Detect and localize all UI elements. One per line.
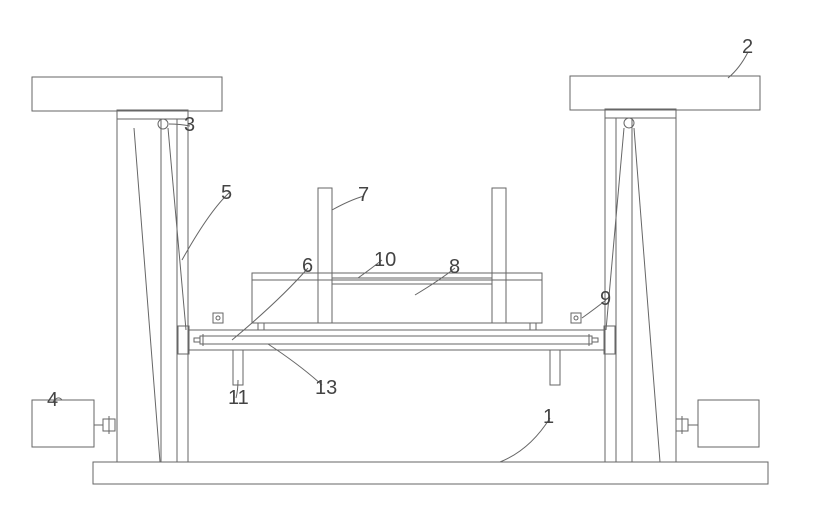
- carriage-boss-left: [178, 326, 189, 354]
- label-1: 1: [543, 406, 554, 429]
- post-right: [492, 188, 506, 323]
- label-3: 3: [184, 114, 195, 137]
- label-6: 6: [302, 255, 313, 278]
- platform-rail: [252, 273, 542, 280]
- roller-cap-left: [194, 338, 200, 342]
- label-5: 5: [221, 182, 232, 205]
- crossbar: [332, 278, 492, 284]
- hanger-left: [233, 350, 243, 385]
- carriage-bar: [189, 330, 604, 350]
- hanger-right: [550, 350, 560, 385]
- bearing: [213, 313, 223, 323]
- left-motor: [32, 400, 94, 447]
- leader-n6: [232, 268, 308, 340]
- bearing: [571, 313, 581, 323]
- label-8: 8: [449, 256, 460, 279]
- label-11: 11: [228, 387, 249, 410]
- label-7: 7: [358, 184, 369, 207]
- platform-leg-right: [530, 323, 536, 330]
- label-2: 2: [742, 36, 753, 59]
- right-motor: [698, 400, 759, 447]
- right-top-beam: [570, 76, 760, 110]
- label-13: 13: [315, 377, 337, 400]
- platform-leg-left: [258, 323, 264, 330]
- roller-cap-right: [592, 338, 598, 342]
- carriage-boss-right: [604, 326, 615, 354]
- label-10: 10: [374, 249, 396, 272]
- left-top-beam: [32, 77, 222, 111]
- post-left: [318, 188, 332, 323]
- base-plate: [93, 462, 768, 484]
- platform: [252, 280, 542, 323]
- label-4: 4: [47, 389, 58, 412]
- label-9: 9: [600, 288, 611, 311]
- roller: [200, 336, 592, 344]
- tech-drawing: [0, 0, 813, 516]
